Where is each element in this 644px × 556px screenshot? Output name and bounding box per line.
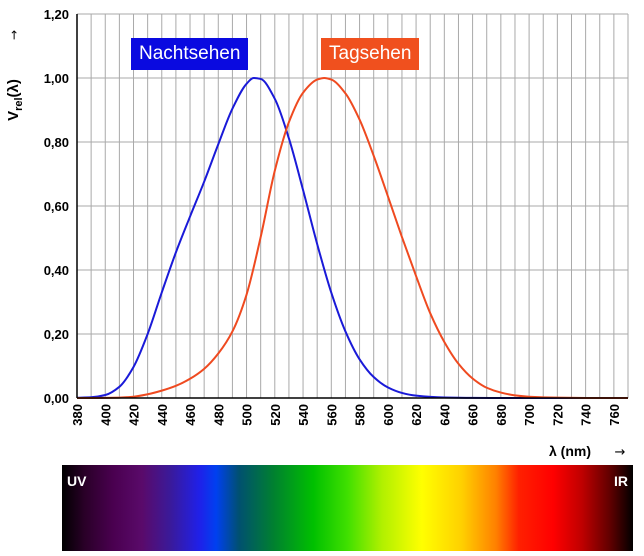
- x-tick-label: 600: [381, 404, 396, 426]
- x-tick-label: 380: [70, 404, 85, 426]
- y-tick-label: 0,60: [44, 199, 69, 214]
- sensitivity-chart: 0,00 0,20 0,40 0,60 0,80 1,00 1,20 380 400 420 44…: [5, 7, 629, 460]
- x-tick-label: 760: [607, 404, 622, 426]
- uv-label: UV: [67, 473, 87, 489]
- x-tick-label: 700: [522, 404, 537, 426]
- x-tick-label: 620: [409, 404, 424, 426]
- y-tick-label: 0,00: [44, 391, 69, 406]
- y-tick-label: 1,20: [44, 7, 69, 22]
- x-tick-label: 660: [466, 404, 481, 426]
- x-tick-label: 440: [155, 404, 170, 426]
- chart-series: [76, 76, 629, 400]
- x-axis-label: λ (nm): [549, 443, 591, 459]
- x-tick-label: 720: [550, 404, 565, 426]
- series-line-nachtsehen: [76, 76, 614, 400]
- x-tick-label: 740: [579, 404, 594, 426]
- y-tick-label: 1,00: [44, 71, 69, 86]
- x-tick-label: 540: [296, 404, 311, 426]
- y-axis-label: Vrel(λ): [5, 79, 25, 121]
- x-tick-label: 580: [353, 404, 368, 426]
- x-tick-labels: 380 400 420 440 460 480 500 520 540 560 580 600 620 6…: [70, 404, 622, 426]
- x-tick-label: 480: [211, 404, 226, 426]
- y-tick-label: 0,80: [44, 135, 69, 150]
- x-axis-arrow: →: [615, 445, 626, 460]
- x-tick-label: 400: [98, 404, 113, 426]
- y-axis-arrow: →: [7, 30, 21, 40]
- x-tick-label: 420: [127, 404, 142, 426]
- legend-tagsehen: Tagsehen: [321, 38, 420, 70]
- ir-label: IR: [614, 473, 628, 489]
- chart-axes: [76, 14, 628, 399]
- x-tick-label: 640: [437, 404, 452, 426]
- y-tick-label: 0,20: [44, 327, 69, 342]
- series-line-tagsehen: [76, 76, 629, 399]
- x-tick-label: 500: [240, 404, 255, 426]
- x-tick-label: 520: [268, 404, 283, 426]
- y-axis-label-main: V: [5, 111, 22, 121]
- y-axis-label-sub: rel: [13, 97, 25, 110]
- y-axis-label-tail: (λ): [5, 79, 22, 97]
- legend-nachtsehen: Nachtsehen: [131, 38, 249, 70]
- x-tick-label: 680: [494, 404, 509, 426]
- y-tick-label: 0,40: [44, 263, 69, 278]
- x-tick-label: 560: [324, 404, 339, 426]
- y-tick-labels: 0,00 0,20 0,40 0,60 0,80 1,00 1,20: [44, 7, 69, 406]
- x-tick-label: 460: [183, 404, 198, 426]
- color-spectrum-bar: UV IR: [62, 465, 633, 551]
- chart-gridlines: [76, 13, 629, 399]
